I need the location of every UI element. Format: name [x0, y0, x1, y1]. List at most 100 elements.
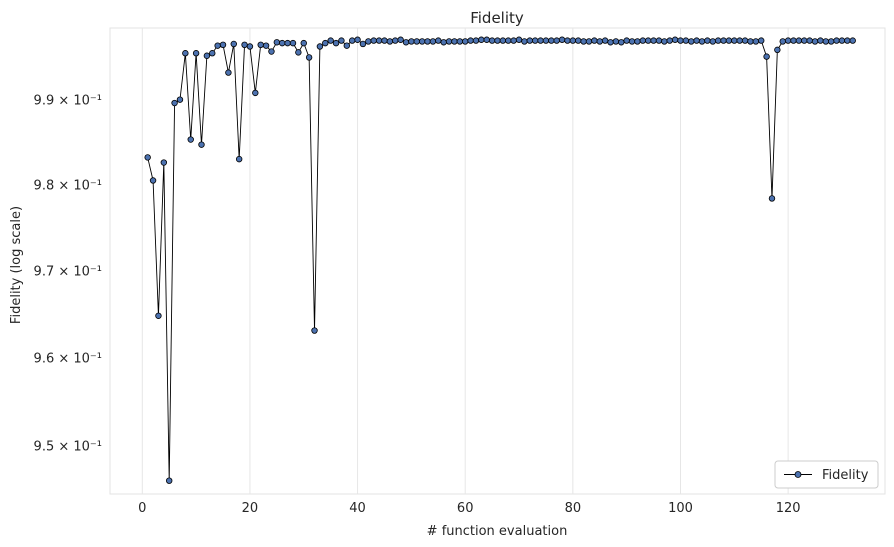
- data-point: [230, 40, 237, 48]
- data-point: [758, 37, 765, 44]
- data-point: [596, 38, 603, 45]
- data-point: [440, 39, 447, 46]
- data-point: [564, 37, 571, 44]
- data-point: [338, 37, 345, 44]
- data-point: [569, 37, 577, 44]
- data-point: [833, 37, 840, 44]
- data-point: [225, 69, 232, 76]
- data-point: [558, 36, 566, 43]
- data-point: [381, 37, 388, 44]
- data-point: [182, 50, 189, 57]
- data-point: [413, 38, 420, 45]
- legend-box: [774, 460, 879, 489]
- data-point: [305, 54, 313, 61]
- data-point: [531, 37, 539, 44]
- data-point: [370, 37, 377, 44]
- data-point: [451, 38, 458, 45]
- data-point: [214, 42, 221, 49]
- data-point: [375, 37, 383, 44]
- y-tick-label: 9.6 × 10⁻¹: [34, 352, 102, 367]
- data-point: [575, 37, 582, 44]
- data-point: [192, 50, 200, 57]
- data-point: [316, 43, 324, 50]
- data-point: [478, 36, 485, 43]
- data-point: [817, 37, 824, 44]
- x-axis-label: # function evaluation: [427, 524, 568, 539]
- data-point: [219, 41, 227, 49]
- data-point: [623, 37, 630, 44]
- y-tick-label: 9.7 × 10⁻¹: [34, 265, 102, 280]
- data-point: [827, 38, 835, 45]
- data-point: [467, 37, 474, 44]
- data-point: [311, 327, 318, 334]
- data-point: [526, 37, 533, 44]
- data-point: [348, 37, 356, 44]
- data-point: [806, 37, 813, 44]
- data-point: [666, 37, 673, 44]
- data-point: [171, 99, 178, 107]
- data-point: [849, 37, 856, 44]
- data-point: [424, 38, 431, 45]
- data-point: [386, 38, 394, 45]
- data-point: [494, 37, 501, 44]
- data-point: [774, 46, 781, 54]
- data-point: [682, 37, 690, 44]
- x-tick-label: 80: [565, 501, 582, 516]
- y-tick-label: 9.9 × 10⁻¹: [34, 94, 102, 109]
- data-point: [677, 37, 684, 44]
- data-point: [289, 39, 297, 47]
- data-point: [187, 136, 194, 143]
- data-point: [801, 37, 808, 44]
- data-point: [483, 36, 490, 43]
- data-point: [741, 37, 749, 44]
- data-point: [155, 312, 162, 319]
- data-point: [144, 154, 151, 161]
- data-point: [580, 38, 587, 45]
- legend: Fidelity: [774, 460, 879, 489]
- legend-label: Fidelity: [822, 468, 869, 483]
- data-point: [435, 37, 442, 44]
- data-point: [165, 477, 173, 484]
- data-point: [537, 37, 544, 44]
- data-point: [246, 43, 254, 50]
- data-point: [795, 37, 803, 44]
- plot-area: [109, 27, 886, 495]
- data-point: [838, 37, 846, 44]
- data-point: [488, 37, 496, 44]
- data-point: [704, 37, 711, 44]
- data-point: [300, 39, 307, 47]
- data-point: [639, 37, 647, 44]
- data-point: [844, 37, 851, 44]
- data-point: [418, 38, 426, 45]
- data-point: [607, 39, 614, 46]
- data-point: [709, 38, 716, 45]
- data-point: [354, 36, 361, 43]
- data-point: [779, 38, 786, 45]
- data-point: [392, 37, 399, 44]
- x-tick-label: 20: [242, 501, 259, 516]
- data-point: [752, 38, 760, 45]
- data-point: [268, 48, 275, 55]
- data-point: [591, 37, 598, 44]
- x-tick-label: 100: [668, 501, 693, 516]
- y-tick-label: 9.5 × 10⁻¹: [34, 439, 102, 454]
- data-point: [359, 40, 367, 48]
- data-point: [601, 37, 609, 44]
- data-point: [731, 37, 738, 44]
- data-point: [176, 96, 184, 103]
- data-point: [693, 37, 700, 44]
- data-point: [327, 37, 334, 44]
- data-point: [209, 50, 216, 57]
- data-point: [521, 38, 528, 45]
- data-point: [499, 37, 507, 44]
- grid: [141, 28, 789, 494]
- data-point: [784, 37, 792, 44]
- data-point: [548, 37, 555, 44]
- data-point: [650, 37, 657, 44]
- data-point: [160, 159, 168, 166]
- data-point: [811, 38, 819, 45]
- data-point: [472, 37, 480, 44]
- data-point: [628, 38, 636, 45]
- data-point: [634, 38, 641, 45]
- legend-marker: [794, 471, 802, 478]
